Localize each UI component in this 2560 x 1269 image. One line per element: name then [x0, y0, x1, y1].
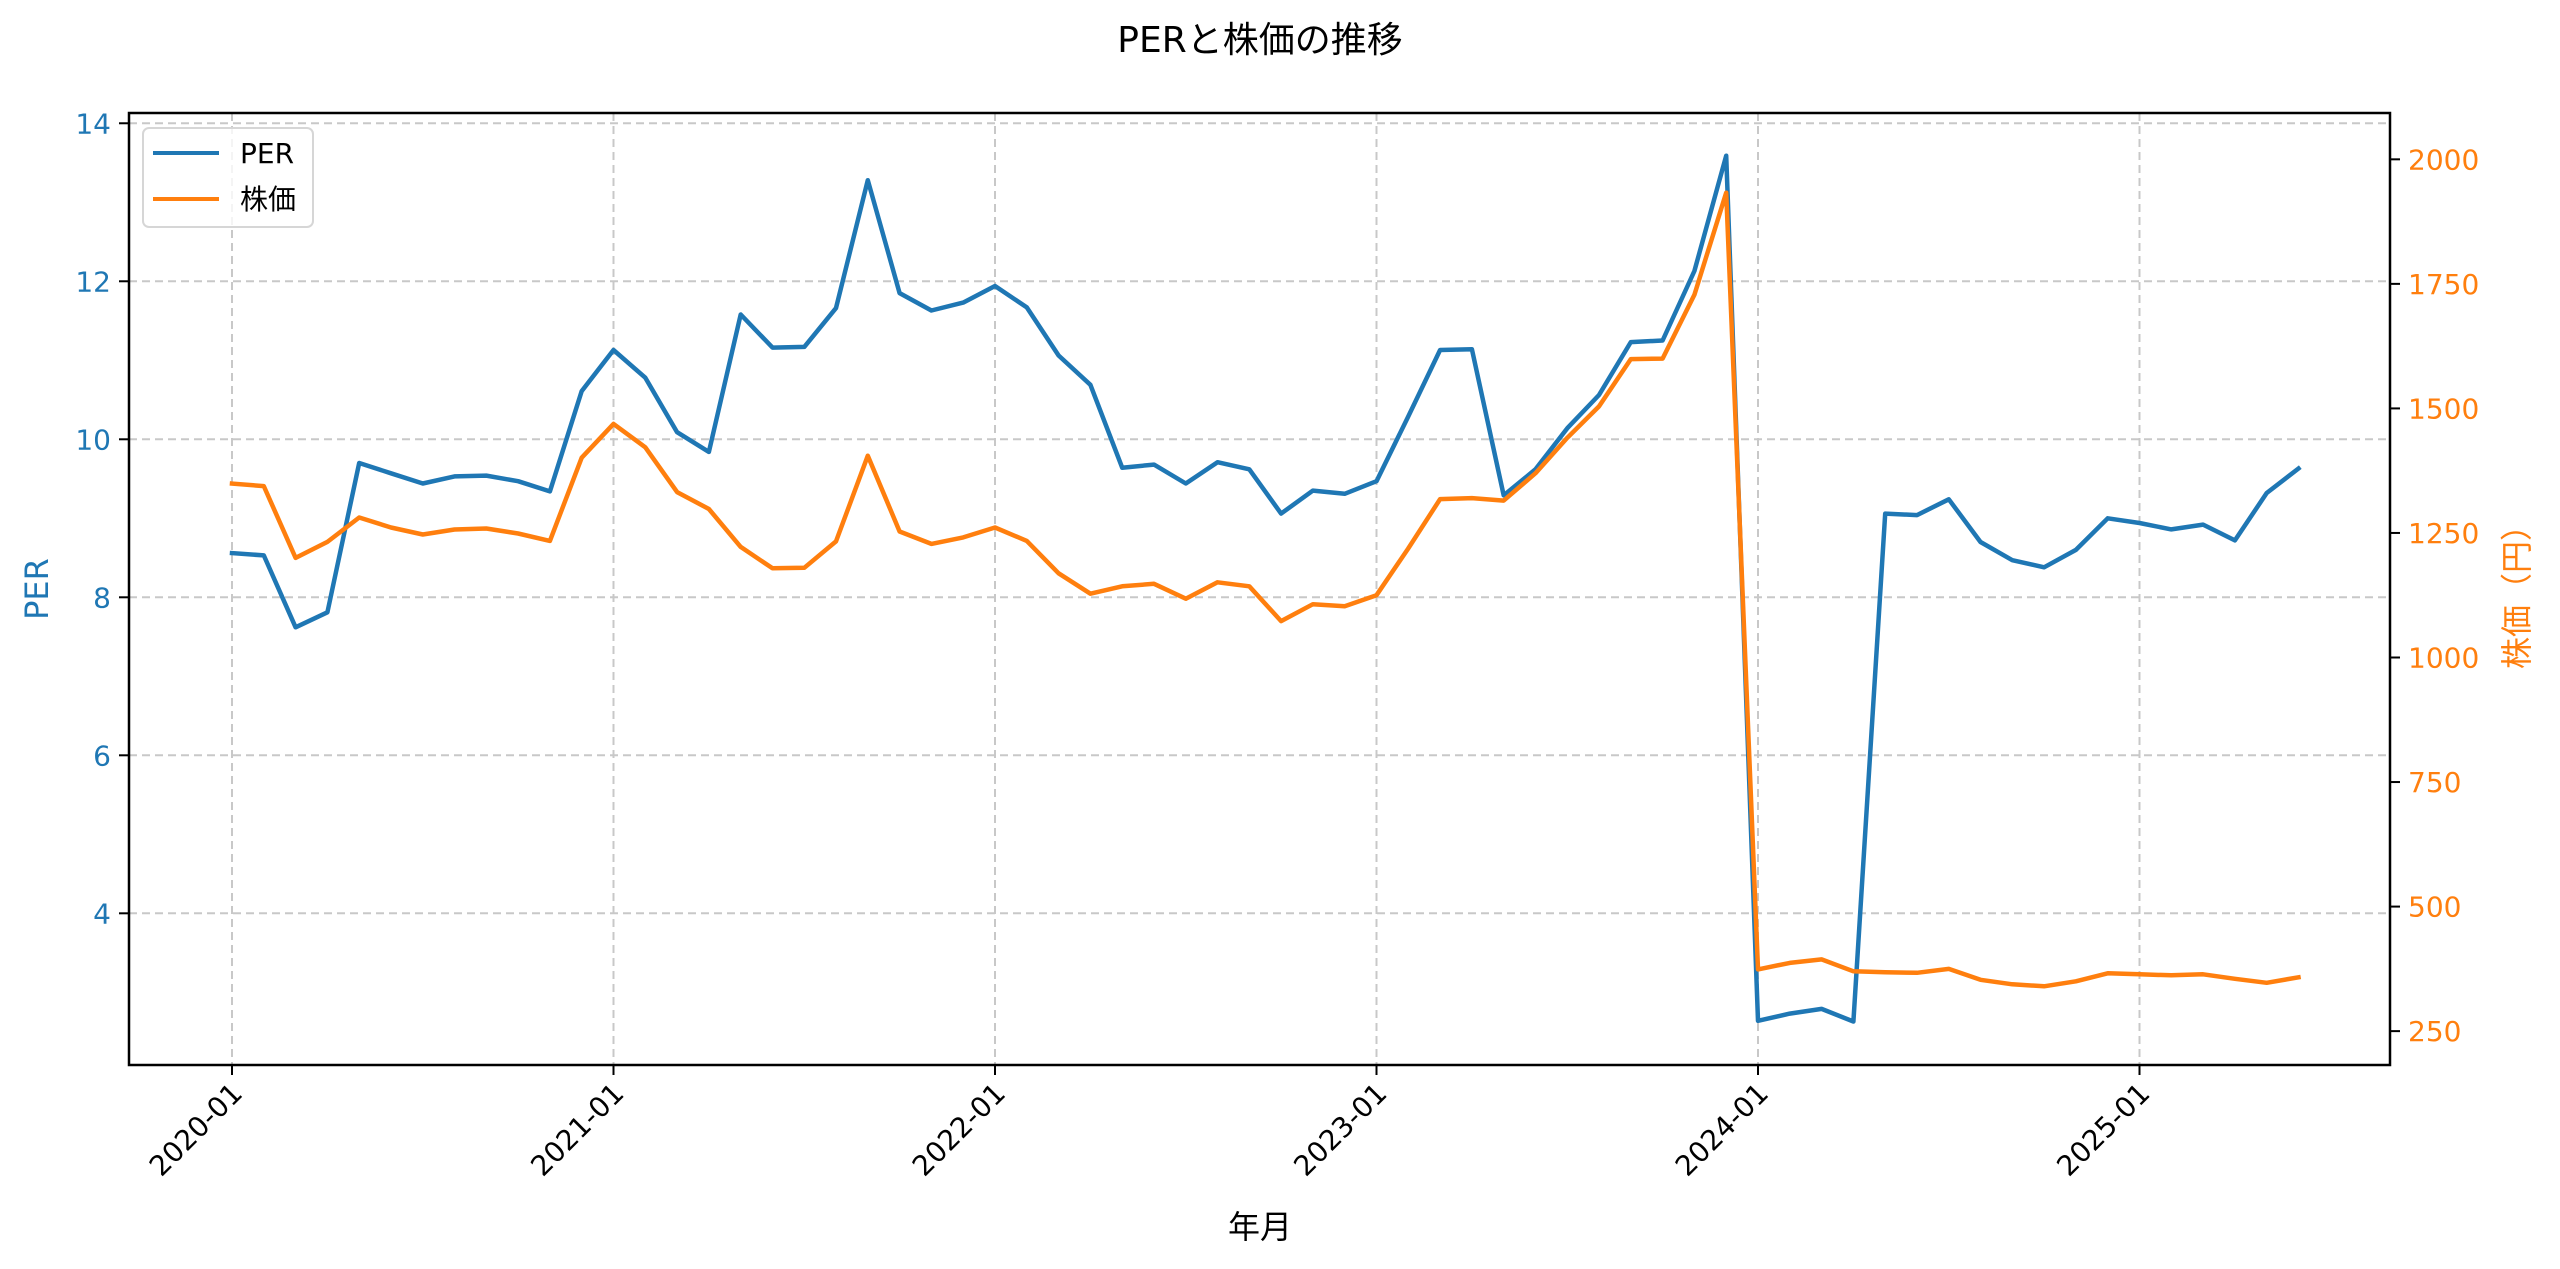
y-tick-label-left: 8 — [93, 581, 111, 614]
y-tick-label-left: 12 — [75, 265, 111, 298]
plot-frame — [127, 111, 2392, 1067]
price-line — [229, 190, 2302, 989]
grid-lines — [129, 113, 2390, 1065]
chart-title: PERと株価の推移 — [1117, 20, 1402, 61]
axis-ticks: 2020-01 2021-01 2022-01 2023-01 2024-01 2025-… — [75, 107, 2479, 1182]
y-tick-label-right: 1250 — [2408, 517, 2479, 550]
per-line — [229, 153, 2302, 1024]
y-tick-label-right: 750 — [2408, 766, 2461, 799]
x-tick-label: 2022-01 — [906, 1077, 1012, 1183]
x-tick-label: 2024-01 — [1669, 1077, 1775, 1183]
legend-label-per: PER — [240, 137, 294, 170]
x-tick-label: 2021-01 — [524, 1077, 630, 1183]
y-tick-label-right: 500 — [2408, 891, 2461, 924]
y-tick-label-left: 4 — [93, 897, 111, 930]
legend-label-price: 株価 — [240, 183, 296, 216]
y-axis-label-right: 株価（円） — [2498, 509, 2536, 669]
x-tick-label: 2025-01 — [2050, 1077, 2156, 1183]
y-axis-label-left: PER — [18, 558, 56, 620]
plot-series — [229, 153, 2302, 1024]
y-tick-label-right: 250 — [2408, 1015, 2461, 1048]
y-tick-label-right: 1750 — [2408, 268, 2479, 301]
y-tick-label-left: 6 — [93, 739, 111, 772]
y-tick-label-right: 1500 — [2408, 392, 2479, 425]
x-axis-label: 年月 — [1228, 1208, 1292, 1246]
y-tick-label-left: 14 — [75, 107, 111, 140]
y-tick-label-left: 10 — [75, 423, 111, 456]
x-tick-label: 2020-01 — [143, 1077, 249, 1183]
y-tick-label-right: 2000 — [2408, 143, 2479, 176]
y-tick-label-right: 1000 — [2408, 641, 2479, 674]
legend: PER 株価 — [142, 127, 314, 228]
x-tick-label: 2023-01 — [1287, 1077, 1393, 1183]
